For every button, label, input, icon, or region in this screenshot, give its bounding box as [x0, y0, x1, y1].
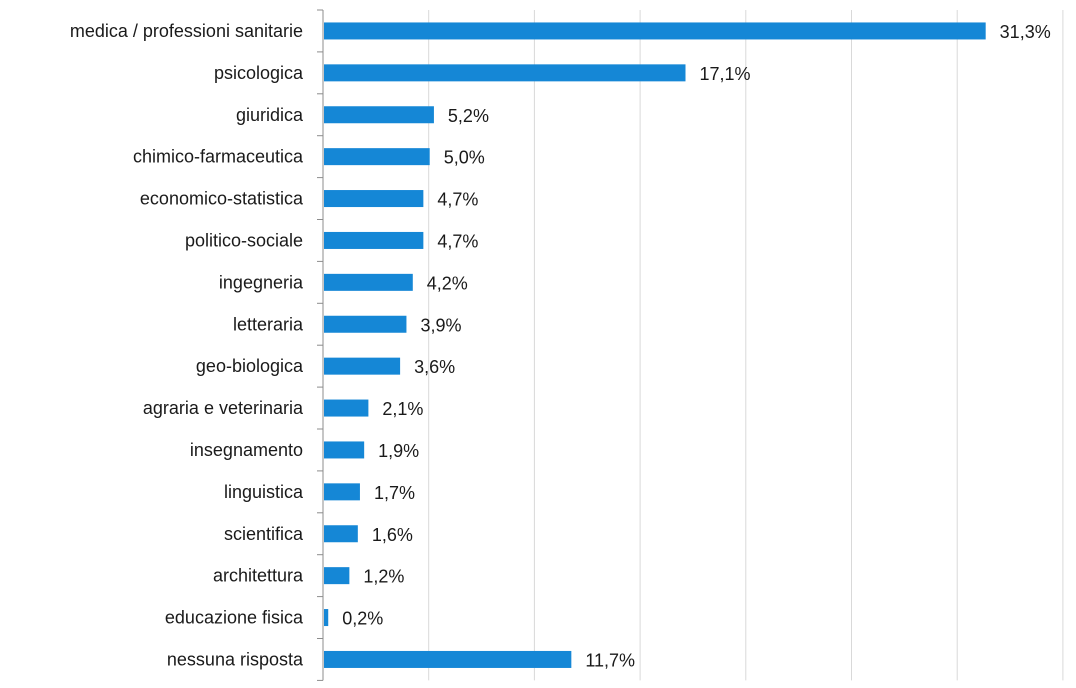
value-label: 5,2%	[448, 106, 489, 126]
category-label: politico-sociale	[185, 230, 303, 250]
category-label: insegnamento	[190, 440, 303, 460]
category-label: agraria e veterinaria	[143, 398, 304, 418]
category-label: psicologica	[214, 63, 304, 83]
bar	[324, 190, 424, 208]
bar	[324, 357, 401, 375]
category-label: medica / professioni sanitarie	[70, 21, 303, 41]
bar	[324, 441, 365, 459]
y-axis	[317, 9, 324, 681]
value-label: 17,1%	[699, 64, 750, 84]
value-label: 3,9%	[420, 315, 461, 335]
value-label: 11,7%	[585, 650, 635, 670]
bar	[324, 399, 369, 417]
category-label: educazione fisica	[165, 608, 304, 628]
value-labels: 31,3% 17,1% 5,2% 5,0% 4,7% 4,7% 4,2% 3,9% 3,6% 2,…	[342, 22, 1051, 671]
bar	[324, 22, 986, 40]
bar	[324, 315, 407, 333]
bar	[324, 650, 572, 668]
category-label: ingegneria	[219, 272, 304, 292]
category-label: nessuna risposta	[167, 649, 304, 669]
bar	[324, 483, 360, 501]
value-label: 3,6%	[414, 357, 455, 377]
category-label: architettura	[213, 566, 304, 586]
bar	[324, 525, 358, 543]
value-label: 5,0%	[444, 148, 485, 168]
bar	[324, 64, 686, 82]
category-label: chimico-farmaceutica	[133, 147, 304, 167]
category-label: geo-biologica	[196, 356, 304, 376]
value-label: 4,7%	[437, 231, 478, 251]
bar	[324, 273, 413, 291]
bars	[324, 22, 986, 668]
value-label: 1,9%	[378, 441, 419, 461]
bar	[324, 609, 329, 627]
bar	[324, 148, 430, 166]
bar	[324, 106, 434, 124]
value-label: 4,2%	[427, 273, 468, 293]
category-label: linguistica	[224, 482, 304, 502]
value-label: 4,7%	[437, 190, 478, 210]
gridlines	[428, 10, 1064, 681]
value-label: 1,7%	[374, 483, 415, 503]
value-label: 1,6%	[372, 525, 413, 545]
value-label: 0,2%	[342, 609, 383, 629]
category-labels: medica / professioni sanitarie psicologic…	[70, 21, 304, 670]
category-label: giuridica	[236, 105, 304, 125]
value-label: 2,1%	[382, 399, 423, 419]
category-label: scientifica	[224, 524, 304, 544]
category-label: economico-statistica	[140, 189, 304, 209]
category-label: letteraria	[233, 314, 304, 334]
value-label: 1,2%	[363, 567, 404, 587]
bar	[324, 567, 350, 585]
bar	[324, 231, 424, 249]
value-label: 31,3%	[1000, 22, 1051, 42]
